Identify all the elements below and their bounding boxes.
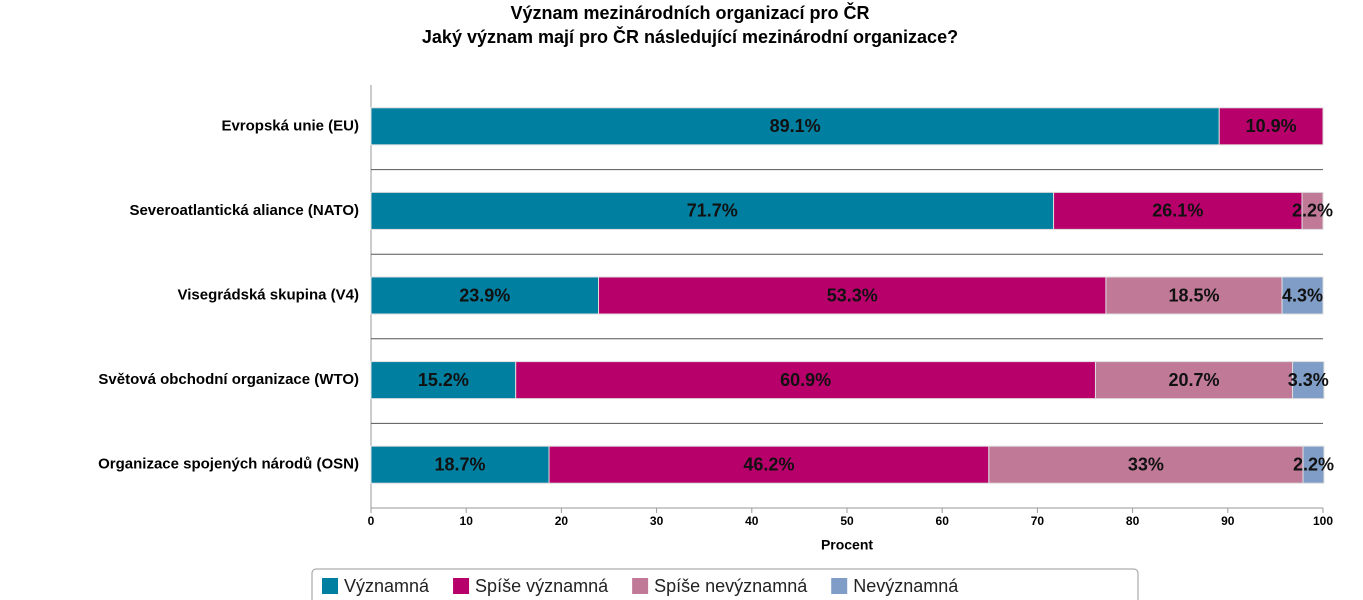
bar-segment bbox=[370, 361, 517, 400]
legend-label: Významná bbox=[344, 576, 430, 596]
y-tick-label: Severoatlantická aliance (NATO) bbox=[129, 202, 359, 219]
bar-segment bbox=[1053, 191, 1303, 230]
legend-box bbox=[311, 568, 1139, 600]
x-tick-label: 100 bbox=[1313, 514, 1333, 528]
bar-segment bbox=[1292, 361, 1325, 400]
data-label: 15.2% bbox=[418, 370, 469, 390]
data-label: 2.2% bbox=[1292, 201, 1333, 221]
bar-segment bbox=[1218, 107, 1324, 146]
legend-swatch bbox=[322, 578, 338, 594]
x-tick-label: 90 bbox=[1221, 514, 1235, 528]
x-tick-label: 80 bbox=[1126, 514, 1140, 528]
data-label: 20.7% bbox=[1168, 370, 1219, 390]
bar-segment bbox=[515, 361, 1096, 400]
y-tick-label: Visegrádská skupina (V4) bbox=[178, 286, 359, 303]
data-label: 89.1% bbox=[770, 116, 821, 136]
y-tick-label: Světová obchodní organizace (WTO) bbox=[98, 371, 359, 388]
data-label: 71.7% bbox=[687, 201, 738, 221]
y-tick-label: Evropská unie (EU) bbox=[221, 117, 359, 134]
bar-segment bbox=[370, 445, 550, 484]
data-label: 18.7% bbox=[434, 454, 485, 474]
data-label: 2.2% bbox=[1293, 454, 1334, 474]
bar-segment bbox=[1301, 191, 1324, 230]
bar-segment bbox=[548, 445, 990, 484]
data-label: 46.2% bbox=[743, 454, 794, 474]
y-tick-label: Organizace spojených národů (OSN) bbox=[98, 456, 359, 473]
x-tick-label: 70 bbox=[1031, 514, 1045, 528]
chart-subtitle: Jaký význam mají pro ČR následující mezi… bbox=[422, 26, 958, 47]
data-label: 3.3% bbox=[1288, 370, 1329, 390]
x-tick-label: 30 bbox=[650, 514, 664, 528]
x-tick-label: 60 bbox=[936, 514, 950, 528]
bar-segment bbox=[370, 276, 600, 315]
data-label: 18.5% bbox=[1168, 285, 1219, 305]
data-label: 53.3% bbox=[827, 285, 878, 305]
bar-segment bbox=[988, 445, 1304, 484]
data-label: 4.3% bbox=[1282, 285, 1323, 305]
x-tick-label: 40 bbox=[745, 514, 759, 528]
data-label: 60.9% bbox=[780, 370, 831, 390]
x-axis-label: Procent bbox=[821, 537, 873, 553]
x-tick-label: 20 bbox=[555, 514, 569, 528]
legend-swatch bbox=[453, 578, 470, 594]
bar-segment bbox=[1302, 445, 1325, 484]
bar-segment bbox=[1281, 276, 1324, 315]
legend-label: Spíše nevýznamná bbox=[654, 576, 808, 596]
data-label: 33% bbox=[1128, 454, 1164, 474]
chart-title: Význam mezinárodních organizací pro ČR bbox=[510, 2, 869, 23]
data-label: 23.9% bbox=[459, 285, 510, 305]
bar-segment bbox=[598, 276, 1107, 315]
legend-swatch bbox=[632, 578, 649, 594]
legend-label: Nevýznamná bbox=[853, 576, 959, 596]
data-label: 10.9% bbox=[1246, 116, 1297, 136]
data-label: 26.1% bbox=[1152, 201, 1203, 221]
bar-segment bbox=[370, 191, 1055, 230]
x-tick-label: 50 bbox=[840, 514, 854, 528]
x-tick-label: 10 bbox=[460, 514, 474, 528]
bar-segment bbox=[1105, 276, 1283, 315]
bar-segment bbox=[1094, 361, 1294, 400]
x-tick-label: 0 bbox=[368, 514, 375, 528]
legend-label: Spíše významná bbox=[475, 576, 609, 596]
legend-swatch bbox=[831, 578, 848, 594]
